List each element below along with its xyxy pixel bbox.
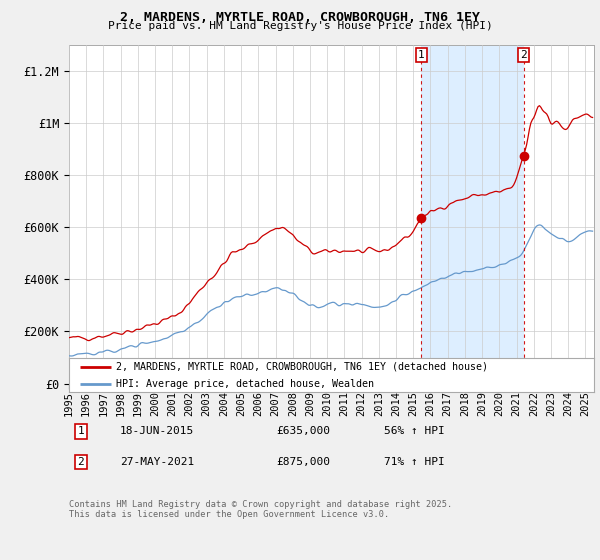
Text: HPI: Average price, detached house, Wealden: HPI: Average price, detached house, Weal…	[116, 379, 374, 389]
Text: 27-MAY-2021: 27-MAY-2021	[120, 457, 194, 467]
Text: 18-JUN-2015: 18-JUN-2015	[120, 426, 194, 436]
Text: Price paid vs. HM Land Registry's House Price Index (HPI): Price paid vs. HM Land Registry's House …	[107, 21, 493, 31]
Text: 56% ↑ HPI: 56% ↑ HPI	[384, 426, 445, 436]
Text: 1: 1	[77, 426, 85, 436]
Text: 2: 2	[77, 457, 85, 467]
Text: 71% ↑ HPI: 71% ↑ HPI	[384, 457, 445, 467]
Text: Contains HM Land Registry data © Crown copyright and database right 2025.
This d: Contains HM Land Registry data © Crown c…	[69, 500, 452, 519]
Text: 2: 2	[520, 50, 527, 60]
Bar	[421, 45, 524, 384]
Text: £875,000: £875,000	[276, 457, 330, 467]
Text: £635,000: £635,000	[276, 426, 330, 436]
Text: 1: 1	[418, 50, 425, 60]
Text: 2, MARDENS, MYRTLE ROAD, CROWBOROUGH, TN6 1EY (detached house): 2, MARDENS, MYRTLE ROAD, CROWBOROUGH, TN…	[116, 362, 488, 372]
Text: 2, MARDENS, MYRTLE ROAD, CROWBOROUGH, TN6 1EY: 2, MARDENS, MYRTLE ROAD, CROWBOROUGH, TN…	[120, 11, 480, 24]
